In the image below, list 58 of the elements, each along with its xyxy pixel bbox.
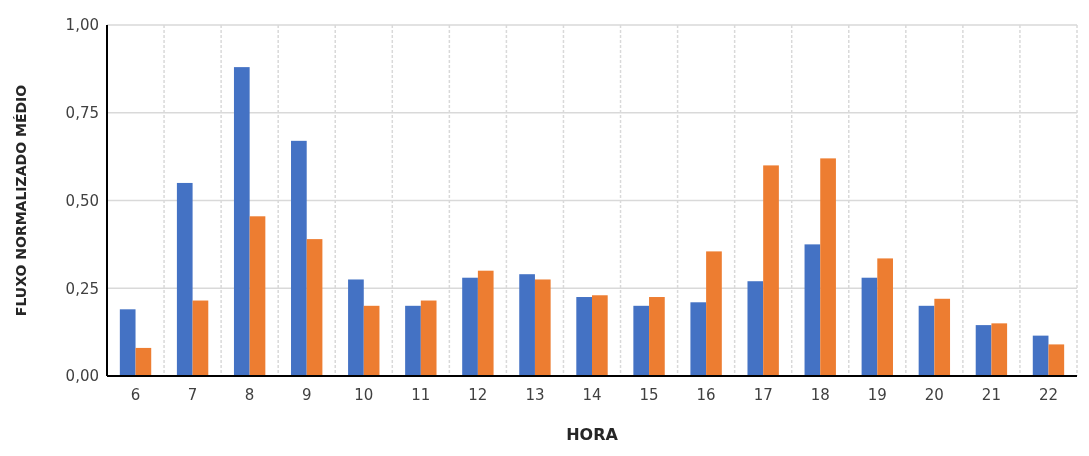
x-tick-label: 17 (753, 386, 773, 404)
y-tick-label: 0,75 (65, 104, 99, 122)
bar (519, 274, 535, 376)
x-tick-label: 20 (924, 386, 944, 404)
x-tick-label: 15 (639, 386, 659, 404)
bar (534, 279, 551, 376)
bar (706, 251, 722, 376)
x-axis-title: HORA (566, 425, 619, 444)
bar (291, 140, 307, 376)
x-tick-label: 18 (810, 386, 830, 404)
y-tick-label: 1,00 (65, 16, 99, 35)
x-tick-label: 12 (468, 386, 488, 404)
bar (975, 325, 992, 376)
bar (405, 305, 421, 376)
bar (649, 297, 665, 376)
bar (877, 258, 893, 376)
bar (918, 305, 935, 376)
y-tick-label: 0,00 (65, 367, 99, 386)
bar (747, 281, 764, 376)
x-tick-label: 10 (354, 386, 374, 404)
y-axis-title: FLUXO NORMALIZADO MÉDIO (13, 84, 29, 317)
x-tick-label: 22 (1038, 386, 1059, 404)
bar (192, 300, 209, 376)
x-tick-label: 21 (981, 386, 1001, 404)
x-tick-label: 19 (867, 386, 887, 404)
bar (991, 323, 1008, 376)
x-tick-label: 8 (244, 386, 255, 404)
bar (633, 305, 650, 376)
bar (176, 182, 193, 376)
bar (690, 302, 707, 376)
y-tick-label: 0,25 (65, 279, 99, 298)
bar (804, 244, 821, 376)
x-tick-label: 13 (525, 386, 545, 404)
bar (233, 67, 250, 376)
bar (249, 216, 266, 376)
bar (592, 295, 608, 376)
x-tick-label: 6 (130, 386, 141, 404)
x-tick-label: 9 (301, 386, 312, 404)
bar (462, 277, 478, 376)
bar (135, 347, 152, 376)
bar (1032, 335, 1049, 376)
bar (119, 309, 136, 376)
bar (576, 297, 592, 376)
bar (820, 158, 836, 376)
x-tick-label: 14 (582, 386, 602, 404)
bar (306, 239, 323, 376)
bar (420, 300, 437, 376)
bar (363, 305, 380, 376)
bar (861, 277, 878, 376)
bar (477, 270, 494, 376)
bar (1048, 344, 1065, 376)
x-tick-label: 16 (696, 386, 716, 404)
y-tick-label: 0,50 (65, 191, 99, 210)
x-tick-label: 11 (411, 386, 431, 404)
bar (763, 165, 779, 376)
bar (348, 279, 364, 376)
x-tick-label: 7 (187, 386, 198, 404)
bar (934, 298, 951, 376)
